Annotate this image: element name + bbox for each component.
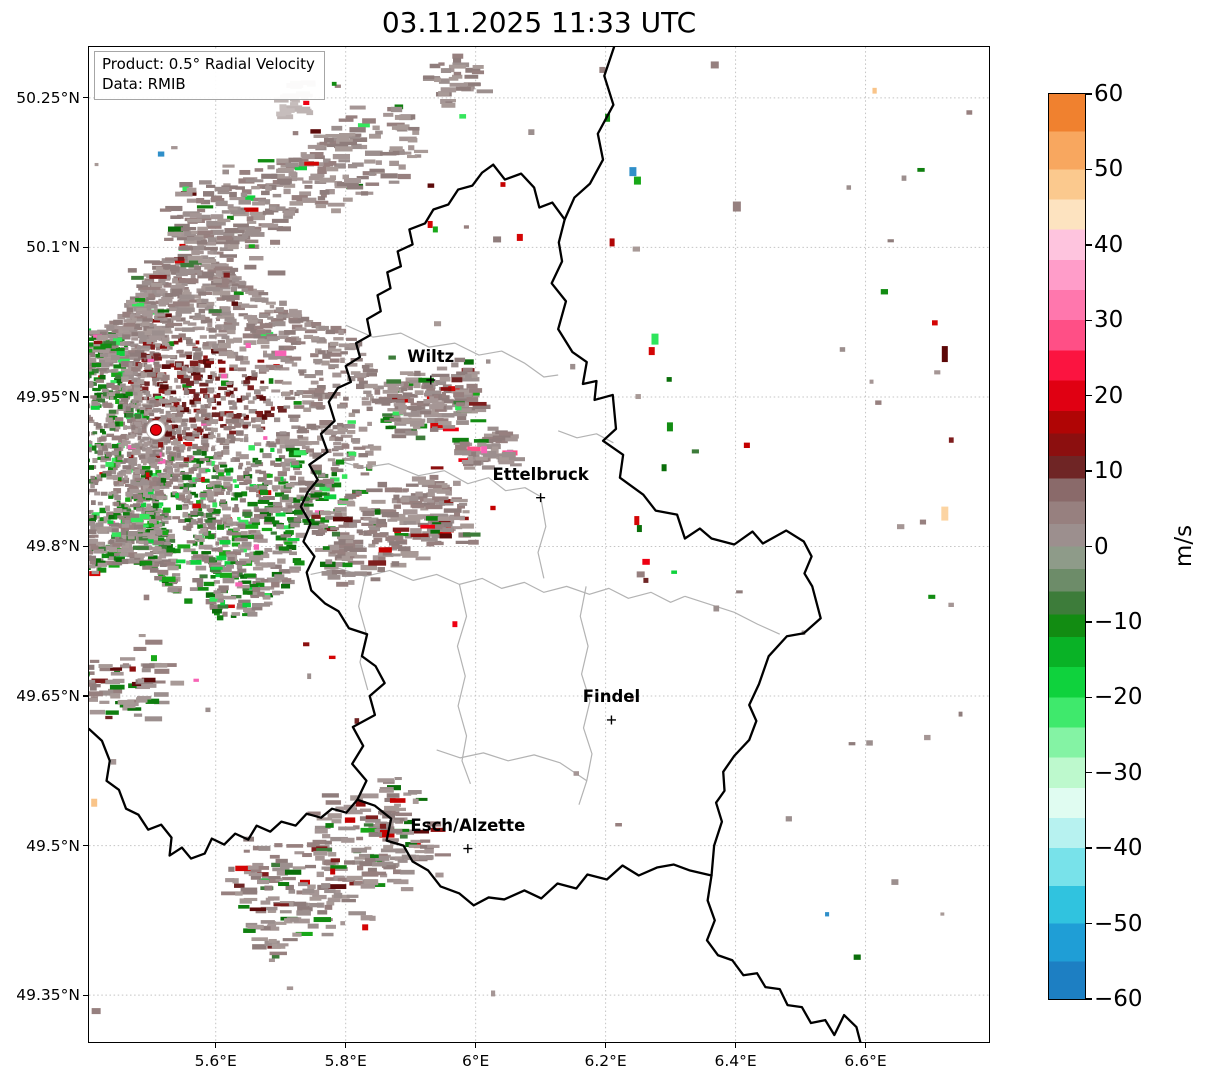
colorbar-tick-label: 20	[1094, 382, 1124, 409]
y-tick-label: 49.65°N	[16, 687, 80, 706]
y-tick-mark	[83, 994, 88, 996]
y-tick-mark	[83, 545, 88, 548]
y-tick-mark	[83, 97, 88, 99]
y-tick-mark	[83, 396, 88, 398]
colorbar-tick-mark	[1086, 922, 1092, 925]
y-tick-label: 50.1°N	[26, 238, 80, 257]
x-tick-mark	[475, 1043, 477, 1048]
colorbar-tick-mark	[1086, 319, 1092, 321]
y-tick-label: 50.25°N	[16, 88, 80, 107]
map-plot: Product: 0.5° Radial Velocity Data: RMIB…	[88, 46, 990, 1043]
x-tick-label: 6.6°E	[844, 1052, 887, 1070]
x-tick-mark	[345, 1043, 347, 1048]
colorbar-tick-mark	[1086, 847, 1092, 849]
colorbar-tick-label: −10	[1094, 608, 1143, 635]
x-tick-label: 5.8°E	[324, 1052, 367, 1070]
colorbar-tick-mark	[1086, 394, 1092, 397]
colorbar-tick-mark	[1086, 470, 1092, 472]
colorbar-tick-mark	[1086, 545, 1092, 548]
colorbar-tick-label: −60	[1094, 986, 1143, 1012]
product-line: Product: 0.5° Radial Velocity	[102, 55, 315, 73]
colorbar-tick-mark	[1086, 244, 1092, 246]
colorbar-tick-label: −20	[1094, 684, 1143, 711]
colorbar-tick-mark	[1086, 93, 1092, 95]
x-tick-label: 6°E	[461, 1052, 490, 1070]
colorbar-tick-mark	[1086, 168, 1092, 171]
colorbar-tick-label: −50	[1094, 910, 1143, 937]
x-tick-mark	[215, 1043, 217, 1048]
y-tick-label: 49.5°N	[26, 836, 80, 855]
y-tick-mark	[83, 695, 88, 697]
colorbar-tick-mark	[1086, 772, 1092, 774]
x-tick-label: 6.4°E	[714, 1052, 757, 1070]
y-tick-label: 49.35°N	[16, 986, 80, 1005]
colorbar-tick-label: 0	[1094, 533, 1109, 560]
y-tick-mark	[83, 246, 88, 248]
colorbar	[1048, 93, 1086, 1000]
colorbar-tick-mark	[1086, 998, 1092, 1000]
product-info-box: Product: 0.5° Radial Velocity Data: RMIB	[94, 51, 325, 100]
x-tick-label: 5.6°E	[194, 1052, 237, 1070]
x-tick-mark	[864, 1043, 867, 1048]
x-tick-label: 6.2°E	[584, 1052, 627, 1070]
data-source-line: Data: RMIB	[102, 74, 186, 93]
radar-map-canvas	[89, 47, 989, 1042]
colorbar-tick-label: −30	[1094, 759, 1143, 786]
colorbar-unit-label: m/s	[1171, 524, 1197, 568]
y-tick-label: 49.95°N	[16, 387, 80, 406]
colorbar-gradient	[1049, 94, 1085, 999]
colorbar-tick-label: 30	[1094, 307, 1124, 334]
y-tick-mark	[83, 844, 88, 847]
colorbar-tick-mark	[1086, 696, 1092, 699]
colorbar-tick-label: 10	[1094, 458, 1124, 485]
x-tick-mark	[734, 1043, 737, 1048]
y-tick-label: 49.8°N	[26, 537, 80, 556]
colorbar-tick-label: 60	[1094, 81, 1124, 107]
colorbar-tick-label: 40	[1094, 231, 1124, 258]
colorbar-tick-label: −40	[1094, 835, 1143, 862]
colorbar-tick-mark	[1086, 621, 1092, 623]
x-tick-mark	[605, 1043, 607, 1048]
figure-title: 03.11.2025 11:33 UTC	[381, 6, 697, 39]
colorbar-tick-label: 50	[1094, 156, 1124, 183]
